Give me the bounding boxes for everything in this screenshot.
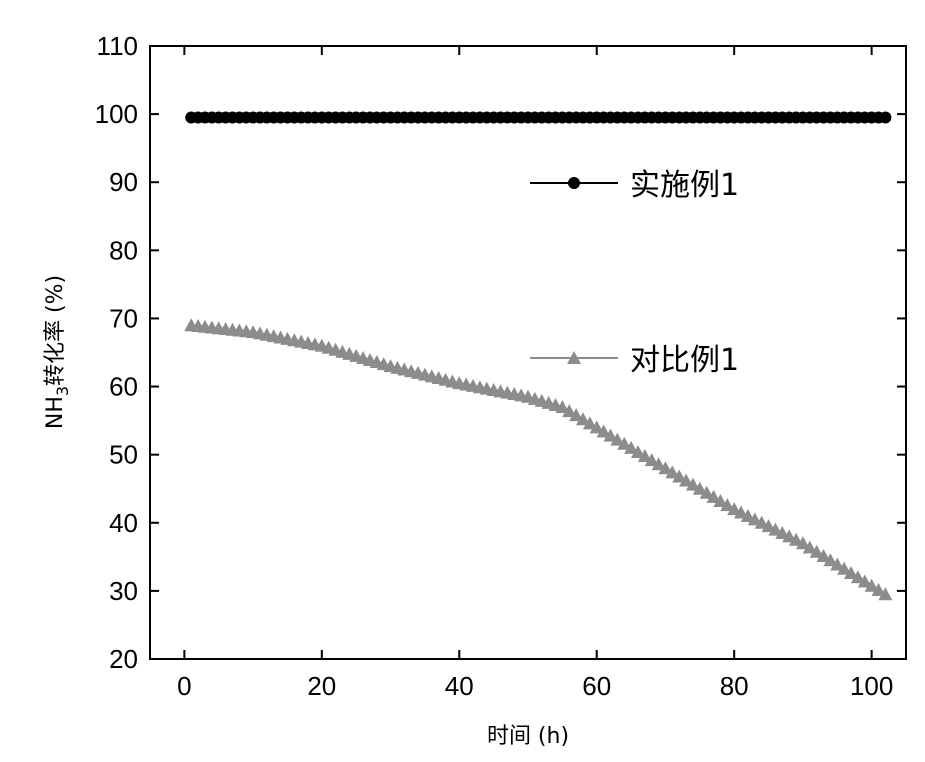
- x-tick-label: 0: [177, 671, 191, 701]
- y-axis-title: NH3转化率 (%): [43, 275, 72, 429]
- y-tick-label: 110: [97, 31, 138, 61]
- series-2: [184, 318, 892, 600]
- legend: 实施例1 对比例1: [530, 168, 739, 378]
- y-tick-label: 60: [109, 372, 138, 402]
- plot-frame: [150, 46, 906, 659]
- x-tick-label: 60: [582, 671, 611, 701]
- x-tick-label: 40: [445, 671, 474, 701]
- series-line-2: [191, 325, 885, 594]
- x-tick-label: 20: [307, 671, 336, 701]
- y-tick-label: 90: [109, 167, 138, 197]
- x-tick-label: 100: [850, 671, 893, 701]
- data-point: [879, 112, 891, 124]
- y-axis-title-subscript: 3: [53, 386, 72, 396]
- x-axis-ticks: 0 20 40 60 80 100: [177, 46, 893, 701]
- y-tick-label: 70: [109, 303, 138, 333]
- y-tick-label: 80: [109, 235, 138, 265]
- y-axis-ticks: 20 30 40 50 60 70 80 90 100 110: [95, 31, 906, 674]
- y-tick-label: 30: [109, 576, 138, 606]
- y-axis-title-main: NH: [43, 396, 68, 429]
- x-tick-label: 80: [720, 671, 749, 701]
- y-tick-label: 40: [109, 508, 138, 538]
- x-axis-title: 时间 (h): [487, 724, 569, 749]
- series-1: [185, 112, 891, 124]
- y-axis-title-rest: 转化率 (%): [43, 275, 68, 386]
- y-tick-label: 20: [109, 644, 138, 674]
- legend-marker-series-1: [568, 177, 580, 189]
- y-tick-label: 100: [95, 99, 138, 129]
- y-tick-label: 50: [109, 440, 138, 470]
- legend-label-series-1: 实施例1: [630, 168, 739, 203]
- series-layer: [184, 112, 892, 601]
- legend-label-series-2: 对比例1: [630, 343, 739, 378]
